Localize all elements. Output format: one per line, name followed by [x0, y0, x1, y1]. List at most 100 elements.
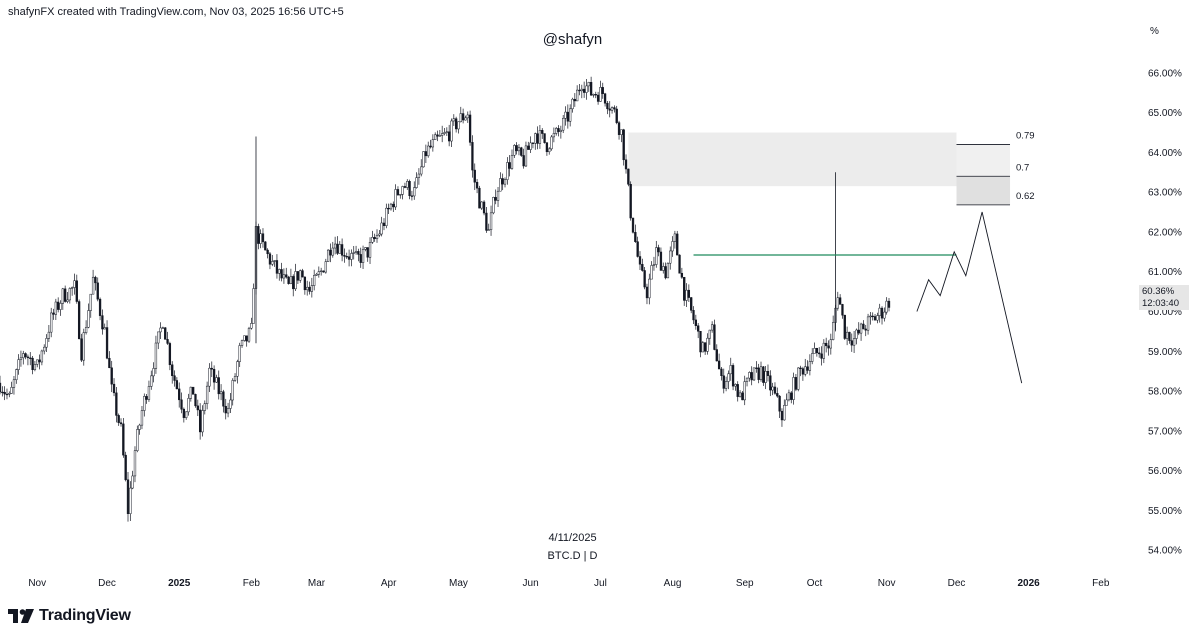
candle-body — [215, 377, 218, 383]
candle-body — [182, 408, 186, 418]
candle-body — [650, 265, 653, 280]
candle-body — [752, 367, 756, 381]
candle-body — [326, 249, 330, 262]
fib-band-lower — [956, 176, 1011, 205]
candle-body — [50, 312, 53, 333]
candle-body — [634, 232, 637, 242]
candle-body — [203, 403, 206, 411]
candle-body — [320, 270, 323, 272]
candle-body — [375, 234, 379, 240]
candle-body — [350, 253, 353, 260]
tradingview-logo[interactable]: TradingView — [8, 605, 131, 627]
candle-body — [545, 142, 549, 153]
candle-body — [103, 327, 106, 330]
candle-body — [94, 276, 97, 284]
candle-body — [273, 260, 276, 262]
candle-body — [876, 315, 879, 321]
candle-body — [143, 396, 146, 411]
candle-body — [731, 365, 735, 387]
tradingview-logo-text: TradingView — [39, 607, 131, 624]
candle-body — [845, 331, 849, 339]
candle-body — [1, 391, 4, 394]
candle-body — [108, 357, 111, 369]
candle-body — [520, 147, 523, 156]
candle-body — [382, 222, 386, 226]
candle-body — [522, 155, 525, 167]
candle-body — [70, 287, 74, 289]
candle-body — [461, 113, 465, 121]
y-axis-tick-label: 66.00% — [1148, 68, 1182, 79]
candle-body — [478, 187, 481, 209]
candle-body — [178, 388, 181, 401]
candle-body — [727, 373, 730, 382]
candle-body — [59, 303, 62, 310]
candle-body — [799, 367, 802, 369]
candle-body — [613, 107, 616, 110]
candle-body — [466, 114, 469, 119]
candle-body — [624, 159, 628, 170]
candle-body — [317, 271, 320, 275]
candle-body — [82, 332, 85, 361]
candle-body — [29, 357, 32, 359]
candle-body — [64, 288, 67, 302]
candle-body — [617, 122, 621, 135]
candle-body — [173, 375, 176, 381]
candle-body — [657, 247, 660, 253]
candle-body — [713, 324, 716, 350]
candle-body — [231, 380, 234, 401]
candle-body — [671, 241, 674, 252]
candle-body — [534, 133, 537, 144]
candle-body — [434, 134, 437, 140]
fib-level-label: 0.7 — [1016, 162, 1029, 173]
candle-body — [264, 241, 267, 251]
candle-body — [117, 415, 120, 423]
y-axis-tick-label: 60.00% — [1148, 307, 1182, 318]
candle-body — [524, 145, 528, 167]
candle-body — [352, 252, 355, 254]
candle-body — [448, 131, 451, 142]
candle-body — [105, 327, 109, 359]
candle-body — [585, 85, 588, 93]
candle-body — [557, 128, 560, 132]
candle-body — [494, 197, 497, 201]
candle-body — [22, 353, 25, 359]
candle-body — [5, 393, 9, 396]
candle-body — [468, 114, 472, 143]
candle-body — [57, 301, 60, 310]
candle-body — [431, 139, 435, 148]
candle-body — [138, 424, 141, 430]
candle-body — [480, 201, 483, 209]
candle-body — [662, 266, 665, 271]
candle-body — [401, 186, 404, 195]
candle-body — [864, 328, 867, 331]
candle-body — [492, 197, 495, 214]
candle-body — [408, 181, 411, 197]
candle-body — [482, 201, 486, 214]
candle-body — [201, 410, 204, 433]
candle-body — [517, 147, 521, 152]
candle-body — [261, 233, 265, 243]
candle-body — [601, 87, 604, 94]
candle-body — [287, 276, 290, 284]
x-axis-tick-label: Dec — [98, 578, 116, 589]
candle-body — [454, 118, 458, 130]
candle-body — [820, 353, 823, 359]
candle-body — [373, 237, 376, 240]
candle-body — [510, 154, 514, 169]
candle-body — [240, 340, 244, 346]
candle-body — [308, 286, 311, 292]
candle-body — [641, 263, 644, 271]
candle-body — [592, 94, 595, 96]
y-axis-tick-label: 59.00% — [1148, 347, 1182, 358]
candle-body — [496, 190, 500, 201]
candle-body — [450, 120, 453, 142]
candle-body — [690, 297, 693, 311]
candle-body — [515, 145, 518, 152]
candle-body — [678, 254, 681, 274]
candle-body — [825, 342, 828, 347]
candle-body — [364, 247, 367, 250]
candle-body — [271, 261, 274, 265]
candle-body — [185, 411, 188, 418]
candle-body — [336, 243, 339, 254]
